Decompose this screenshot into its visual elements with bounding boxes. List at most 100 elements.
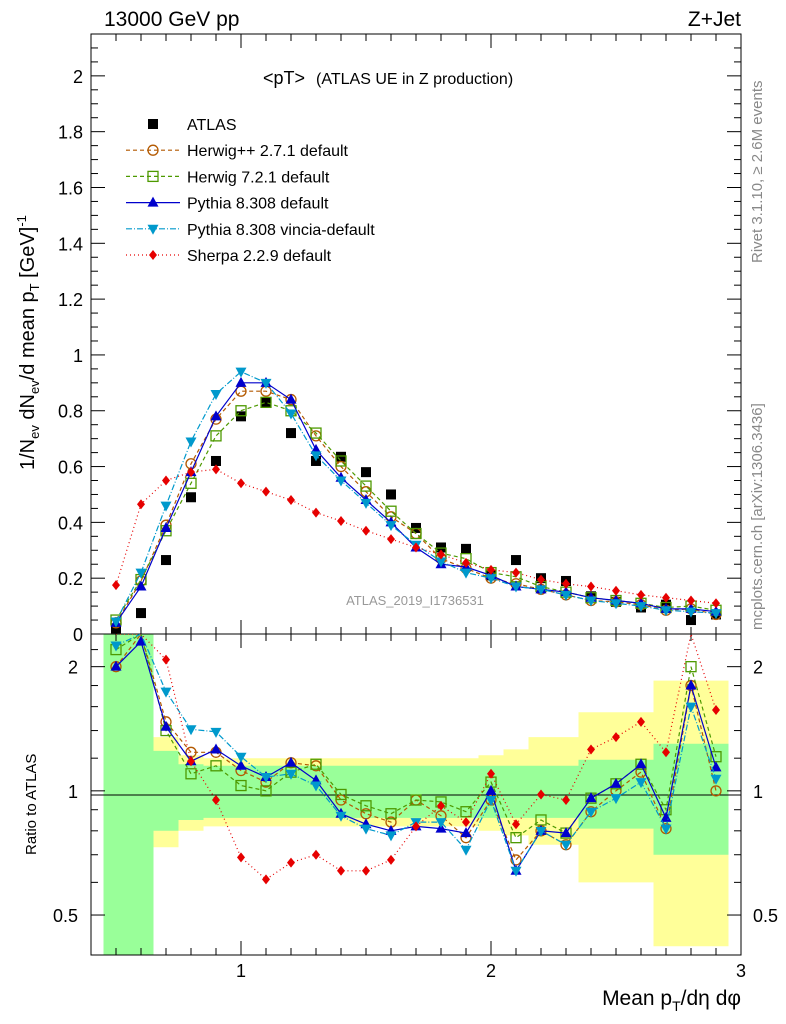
ratio-point <box>685 661 697 673</box>
ratio-point <box>260 785 272 797</box>
data-point <box>360 480 372 492</box>
legend-entry: Pythia 8.308 default <box>126 196 329 213</box>
data-point <box>686 615 696 626</box>
data-point <box>487 564 495 575</box>
data-point <box>110 617 122 628</box>
ratio-point <box>560 827 572 838</box>
ratio-point <box>187 756 195 767</box>
data-point <box>335 476 347 487</box>
data-point <box>660 606 672 617</box>
legend-label: Pythia 8.308 default <box>187 196 329 213</box>
y-tick-label: 0.2 <box>58 569 83 589</box>
y-tick-label: 1.4 <box>58 234 83 254</box>
legend-marker <box>149 250 157 260</box>
ratio-point <box>335 788 347 801</box>
ratio-point <box>487 768 495 779</box>
data-point <box>687 595 695 606</box>
y-label-part-unit: [GeV] <box>17 227 39 284</box>
data-point <box>162 475 170 486</box>
ratio-point <box>710 761 722 772</box>
ratio-point <box>235 779 247 792</box>
data-point <box>285 409 297 420</box>
header-left: 13000 GeV pp <box>104 8 239 31</box>
data-point <box>287 495 295 506</box>
ratio-point <box>660 811 672 822</box>
ratio-point <box>262 874 270 885</box>
series-line <box>115 468 717 604</box>
ratio-point <box>235 752 247 763</box>
ratio-series-3 <box>110 634 722 877</box>
data-point <box>235 376 247 387</box>
analysis-label: ATLAS_2019_I1736531 <box>346 593 484 608</box>
ratio-point <box>410 794 422 806</box>
x-tick-label: 3 <box>736 961 746 981</box>
y-axis-label-ratio: Ratio to ATLAS <box>23 754 40 855</box>
plot-title: <pT> (ATLAS UE in Z production) <box>263 68 513 88</box>
ratio-point <box>587 744 595 755</box>
data-point <box>135 568 147 579</box>
ratio-point <box>285 769 297 780</box>
ratio-point <box>685 679 697 690</box>
header-right: Z+Jet <box>688 8 741 31</box>
legend-marker <box>147 144 159 156</box>
x-axis-label-sub: T <box>672 998 681 1014</box>
ratio-point <box>312 849 320 860</box>
ratio-tick-label-right: 2 <box>753 658 763 678</box>
ratio-point <box>460 806 472 818</box>
data-point <box>535 585 547 596</box>
data-point <box>235 367 247 378</box>
ratio-point <box>387 854 395 865</box>
legend-entry: Herwig++ 2.7.1 default <box>126 143 349 160</box>
y-label-part-ev2: ev <box>27 380 42 394</box>
data-point <box>210 390 222 400</box>
series-5 <box>112 464 720 609</box>
y-tick-label: 1 <box>73 346 83 366</box>
ratio-point <box>360 800 372 812</box>
ratio-tick-label: 0.5 <box>53 906 78 926</box>
legend-label: Herwig 7.2.1 default <box>187 169 330 186</box>
ratio-tick-label-right: 0.5 <box>753 906 778 926</box>
ratio-point <box>237 852 245 863</box>
x-tick-label: 1 <box>236 961 246 981</box>
data-point <box>610 599 622 610</box>
legend-entry: ATLAS <box>148 117 237 134</box>
data-point <box>112 580 120 591</box>
main-series <box>110 367 722 634</box>
data-point <box>461 543 471 554</box>
series-1 <box>110 385 722 629</box>
ratio-point <box>362 865 370 876</box>
data-point <box>260 396 272 409</box>
ratio-point <box>485 784 497 795</box>
ratio-point <box>585 807 597 818</box>
data-point <box>362 525 370 536</box>
y-label-part-T: T <box>27 283 42 291</box>
ratio-point <box>710 785 722 797</box>
data-point <box>612 585 620 596</box>
legend-marker <box>147 224 159 235</box>
ratio-tick-label: 2 <box>68 658 78 678</box>
data-point <box>662 592 670 603</box>
data-point <box>136 608 146 619</box>
legend-label: Pythia 8.308 vincia-default <box>187 222 375 239</box>
data-point <box>285 393 297 404</box>
data-point <box>237 478 245 489</box>
ratio-point <box>462 817 470 828</box>
ratio-point <box>510 866 522 877</box>
data-point <box>261 397 271 408</box>
ratio-tick-label-right: 1 <box>753 782 763 802</box>
data-point <box>710 609 722 620</box>
y-tick-label: 2 <box>73 67 83 87</box>
ratio-point <box>710 774 722 785</box>
series-4 <box>110 367 722 628</box>
ratio-point <box>212 795 220 806</box>
legend-marker <box>147 196 159 207</box>
x-axis-label: Mean pT/dη dφ <box>602 987 741 1014</box>
ratio-point <box>162 654 170 665</box>
data-point <box>410 527 422 540</box>
ratio-point <box>435 818 447 829</box>
data-point <box>187 467 195 478</box>
ratio-point <box>512 819 520 830</box>
data-point <box>335 455 347 467</box>
ratio-point <box>537 789 545 800</box>
data-point <box>435 557 447 568</box>
